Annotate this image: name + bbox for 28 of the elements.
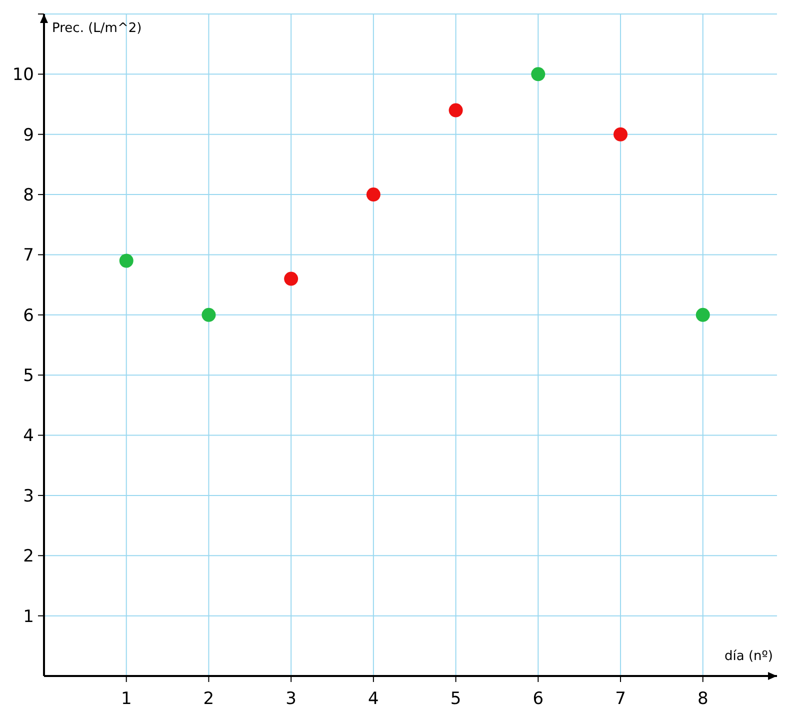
y-tick-label: 6 (23, 306, 34, 326)
point (202, 308, 216, 322)
x-axis-title: día (nº) (724, 649, 773, 664)
x-tick-label: 2 (203, 689, 214, 709)
point (366, 188, 380, 202)
x-tick-label: 6 (532, 689, 544, 709)
x-tick-label: 1 (120, 689, 132, 709)
y-axis-title: Prec. (L/m^2) (52, 21, 142, 36)
x-tick-label: 3 (286, 689, 296, 709)
y-tick-label: 9 (23, 125, 34, 146)
y-tick-label: 2 (23, 546, 34, 567)
y-tick-label: 5 (23, 366, 34, 386)
x-tick-label: 7 (615, 689, 626, 709)
x-tick-label: 5 (450, 689, 462, 709)
y-tick-label: 7 (23, 246, 34, 266)
point (531, 67, 546, 82)
x-tick-label: 8 (697, 689, 708, 709)
y-tick-label: 3 (23, 486, 34, 506)
y-tick-label: 8 (23, 185, 34, 206)
point (696, 308, 710, 322)
y-tick-label: 4 (23, 426, 34, 446)
y-tick-label: 1 (23, 606, 34, 627)
point (119, 254, 134, 268)
point (614, 127, 628, 142)
point (284, 272, 298, 286)
y-tick-label: 10 (12, 65, 34, 86)
point (448, 103, 463, 118)
x-tick-label: 4 (368, 689, 379, 709)
